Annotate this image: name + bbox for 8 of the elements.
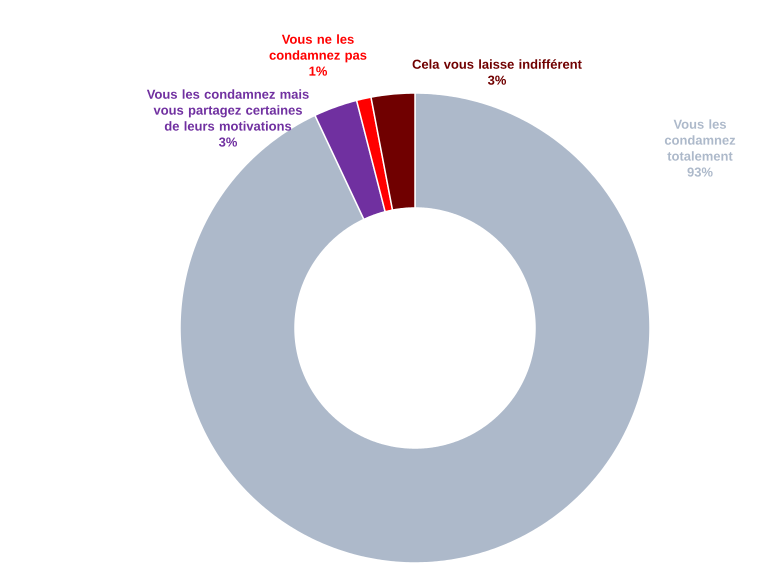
slice-label: Vous les condamnez totalement: [664, 119, 736, 161]
slice-label: Vous ne les condamnez pas: [270, 34, 366, 62]
data-label: 3%: [218, 137, 238, 147]
data-label: 1%: [309, 66, 328, 76]
slice-label: Vous les condamnez mais vous partagez certaines de leurs motivations: [146, 89, 309, 131]
data-label: 93%: [687, 167, 713, 177]
slice-label: Cela vous laisse indifférent: [412, 59, 582, 69]
data-label: 3%: [488, 76, 506, 85]
